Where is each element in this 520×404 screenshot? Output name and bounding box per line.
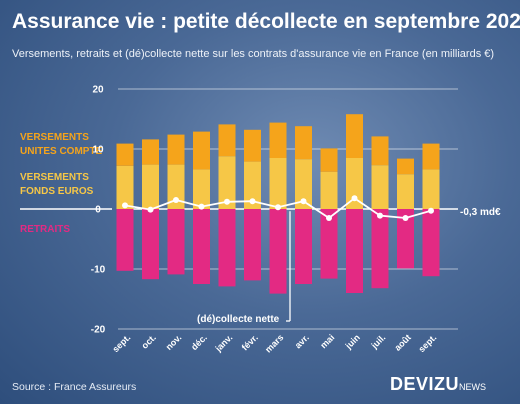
bar-unites-compte (116, 143, 134, 166)
y-tick-label: 10 (92, 145, 104, 156)
bar-fonds-euros (371, 165, 389, 209)
bar-fonds-euros (397, 174, 414, 209)
bar-layer (116, 114, 440, 294)
bar-fonds-euros (269, 158, 287, 209)
x-tick-label: déc. (189, 332, 209, 352)
x-tick-label: janv. (213, 332, 235, 354)
bar-retraits (295, 209, 312, 284)
x-tick-label: sept. (110, 332, 132, 354)
bar-retraits (167, 209, 185, 275)
bar-retraits (346, 209, 363, 293)
x-tick-label: avr. (293, 332, 311, 350)
bar-unites-compte (346, 114, 363, 158)
legend-versements-uc: VERSEMENTS UNITES COMPTE (20, 131, 130, 159)
legend-uc-line2: UNITES COMPTE (20, 146, 103, 157)
net-point (275, 204, 281, 211)
bar-unites-compte (167, 134, 185, 165)
bar-fonds-euros (218, 156, 236, 209)
x-tick-label: févr. (240, 332, 260, 352)
bar-retraits (371, 209, 389, 289)
bar-unites-compte (295, 126, 312, 160)
bar-fonds-euros (422, 169, 440, 209)
bar-unites-compte (218, 124, 236, 157)
bar-retraits (269, 209, 287, 294)
bar-retraits (193, 209, 210, 284)
x-tick-label: sept. (416, 332, 438, 354)
bar-retraits (397, 209, 414, 269)
x-tick-label: oct. (140, 332, 158, 350)
net-point (300, 198, 307, 205)
annotation-end-value: -0,3 md€ (460, 207, 501, 218)
bar-retraits (116, 209, 134, 271)
x-tick-label: mars (263, 332, 285, 354)
bar-fonds-euros (142, 164, 159, 209)
net-point (122, 202, 128, 209)
bar-retraits (244, 209, 261, 281)
x-tick-label: nov. (164, 332, 184, 352)
bar-retraits (320, 209, 338, 279)
x-tick-label: juil. (369, 332, 388, 351)
y-tick-label: -10 (91, 265, 106, 276)
net-point (428, 207, 434, 214)
brand-suffix: NEWS (459, 382, 487, 392)
brand-name: DEVIZU (390, 374, 460, 394)
net-point (249, 198, 256, 205)
bar-fonds-euros (346, 158, 363, 209)
page-title: Assurance vie : petite décollecte en sep… (12, 10, 520, 33)
bar-unites-compte (397, 158, 414, 175)
bar-unites-compte (269, 122, 287, 158)
net-point (224, 198, 230, 205)
bar-fonds-euros (116, 165, 134, 209)
x-tick-label: août (392, 332, 413, 353)
legend-versements-fonds-euros: VERSEMENTS FONDS EUROS (20, 171, 130, 199)
net-point (173, 197, 179, 203)
bar-fonds-euros (244, 161, 261, 209)
net-line-layer (122, 195, 434, 322)
legend-fe-line2: FONDS EUROS (20, 186, 94, 197)
bar-unites-compte (193, 131, 210, 170)
annotation-net-label: (dé)collecte nette (197, 314, 280, 325)
legend-fe-line1: VERSEMENTS (20, 172, 89, 183)
y-tick-label: 0 (95, 205, 101, 216)
net-point (351, 195, 358, 202)
bar-fonds-euros (167, 164, 185, 209)
net-point (326, 215, 332, 221)
legend-uc-line1: VERSEMENTS (20, 132, 89, 143)
grid-layer (20, 88, 458, 330)
bar-fonds-euros (295, 159, 312, 209)
y-tick-label: 20 (92, 85, 104, 96)
bar-unites-compte (142, 139, 159, 165)
net-point (377, 212, 383, 219)
legend-retraits: RETRAITS (20, 224, 70, 235)
source-note: Source : France Assureurs (12, 381, 137, 393)
net-point (402, 215, 409, 221)
bar-retraits (422, 209, 440, 277)
net-point (198, 203, 205, 210)
y-tick-label: -20 (91, 325, 106, 336)
bar-fonds-euros (193, 169, 210, 209)
bar-unites-compte (422, 143, 440, 170)
bar-unites-compte (371, 136, 389, 166)
bar-retraits (218, 209, 236, 287)
x-tick-label: juin (343, 332, 362, 351)
bar-retraits (142, 209, 159, 280)
bar-unites-compte (244, 129, 261, 162)
chart-subtitle: Versements, retraits et (dé)collecte net… (12, 48, 495, 60)
net-point (147, 206, 154, 213)
brand-logo: DEVIZUNEWS (390, 374, 486, 395)
bar-unites-compte (320, 148, 338, 172)
bar-fonds-euros (320, 171, 338, 209)
x-tick-label: mai (318, 332, 336, 350)
